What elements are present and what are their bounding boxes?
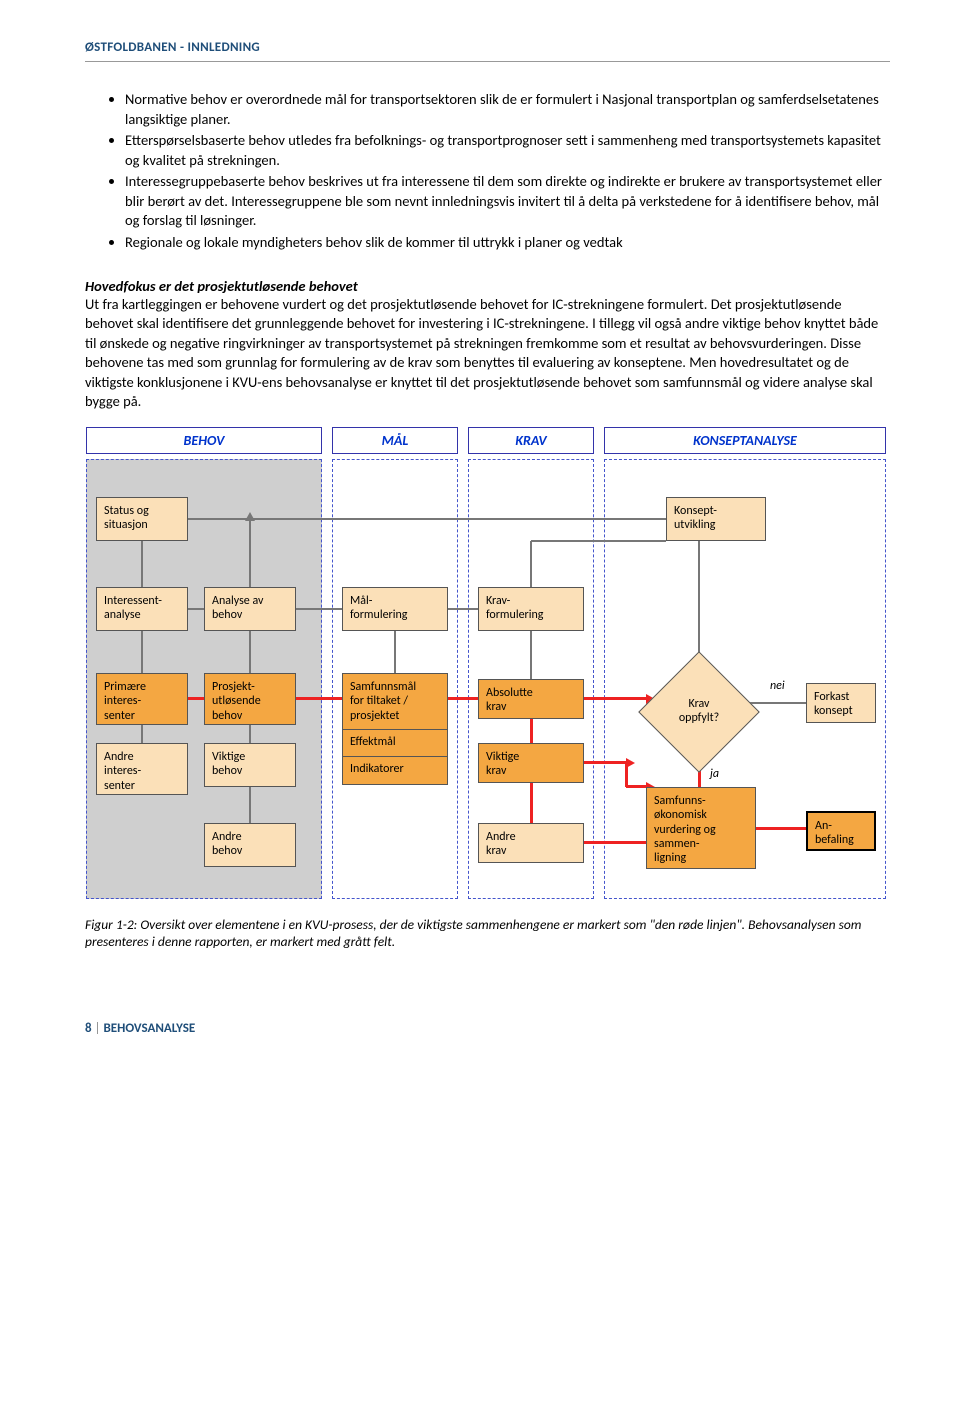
flowchart-node: Samfunns-økonomiskvurdering ogsammen-lig… <box>646 787 756 869</box>
flowchart-node: Samfunnsmålfor tiltaket /prosjektetEffek… <box>342 673 448 785</box>
flowchart-node: Andrekrav <box>478 823 584 863</box>
column-header: KRAV <box>468 427 594 454</box>
flowchart-node: Viktigebehov <box>204 743 296 787</box>
flowchart-node: Krav-formulering <box>478 587 584 631</box>
flowchart-node: An-befaling <box>806 811 876 851</box>
flowchart-node: Forkastkonsept <box>806 683 876 723</box>
list-item: Regionale og lokale myndigheters behov s… <box>125 233 890 253</box>
flowchart-figure: BEHOV MÅL KRAV KONSEPTANALYSE Status ogsitua… <box>85 426 890 951</box>
page-number: 8 <box>85 1021 92 1036</box>
column-header: KONSEPTANALYSE <box>604 427 886 454</box>
body-paragraph: Ut fra kartleggingen er behovene vurdert… <box>85 295 890 412</box>
flowchart-node: Interessent-analyse <box>96 587 188 631</box>
column-header: BEHOV <box>86 427 322 454</box>
diamond-label: Kravoppfylt? <box>649 697 749 726</box>
flowchart-node: Prosjekt-utløsendebehov <box>204 673 296 725</box>
flowchart-node: Viktigekrav <box>478 743 584 783</box>
flowchart-node: Primæreinteres-senter <box>96 673 188 725</box>
list-item: Etterspørselsbaserte behov utledes fra b… <box>125 131 890 170</box>
footer-title: BEHOVSANALYSE <box>104 1021 196 1036</box>
footer-separator: | <box>95 1021 101 1036</box>
flowchart-node: Mål-formulering <box>342 587 448 631</box>
flowchart-node: Absoluttekrav <box>478 679 584 719</box>
edge-label: nei <box>770 679 785 693</box>
flowchart-node: Konsept-utvikling <box>666 497 766 541</box>
subsection-title: Hovedfokus er det prosjektutløsende beho… <box>85 277 890 295</box>
flowchart-node: Status ogsituasjon <box>96 497 188 541</box>
flowchart-node: Andreinteres-senter <box>96 743 188 795</box>
edge-label: ja <box>710 767 719 781</box>
flowchart-node: Analyse avbehov <box>204 587 296 631</box>
bullet-list: Normative behov er overordnede mål for t… <box>85 90 890 253</box>
list-item: Interessegruppebaserte behov beskrives u… <box>125 172 890 231</box>
figure-caption: Figur 1-2: Oversikt over elementene i en… <box>85 916 890 951</box>
page-footer: 8 | BEHOVSANALYSE <box>85 1021 890 1036</box>
column-header: MÅL <box>332 427 458 454</box>
list-item: Normative behov er overordnede mål for t… <box>125 90 890 129</box>
page-header: ØSTFOLDBANEN - INNLEDNING <box>85 40 890 62</box>
flowchart-node: Andrebehov <box>204 823 296 867</box>
